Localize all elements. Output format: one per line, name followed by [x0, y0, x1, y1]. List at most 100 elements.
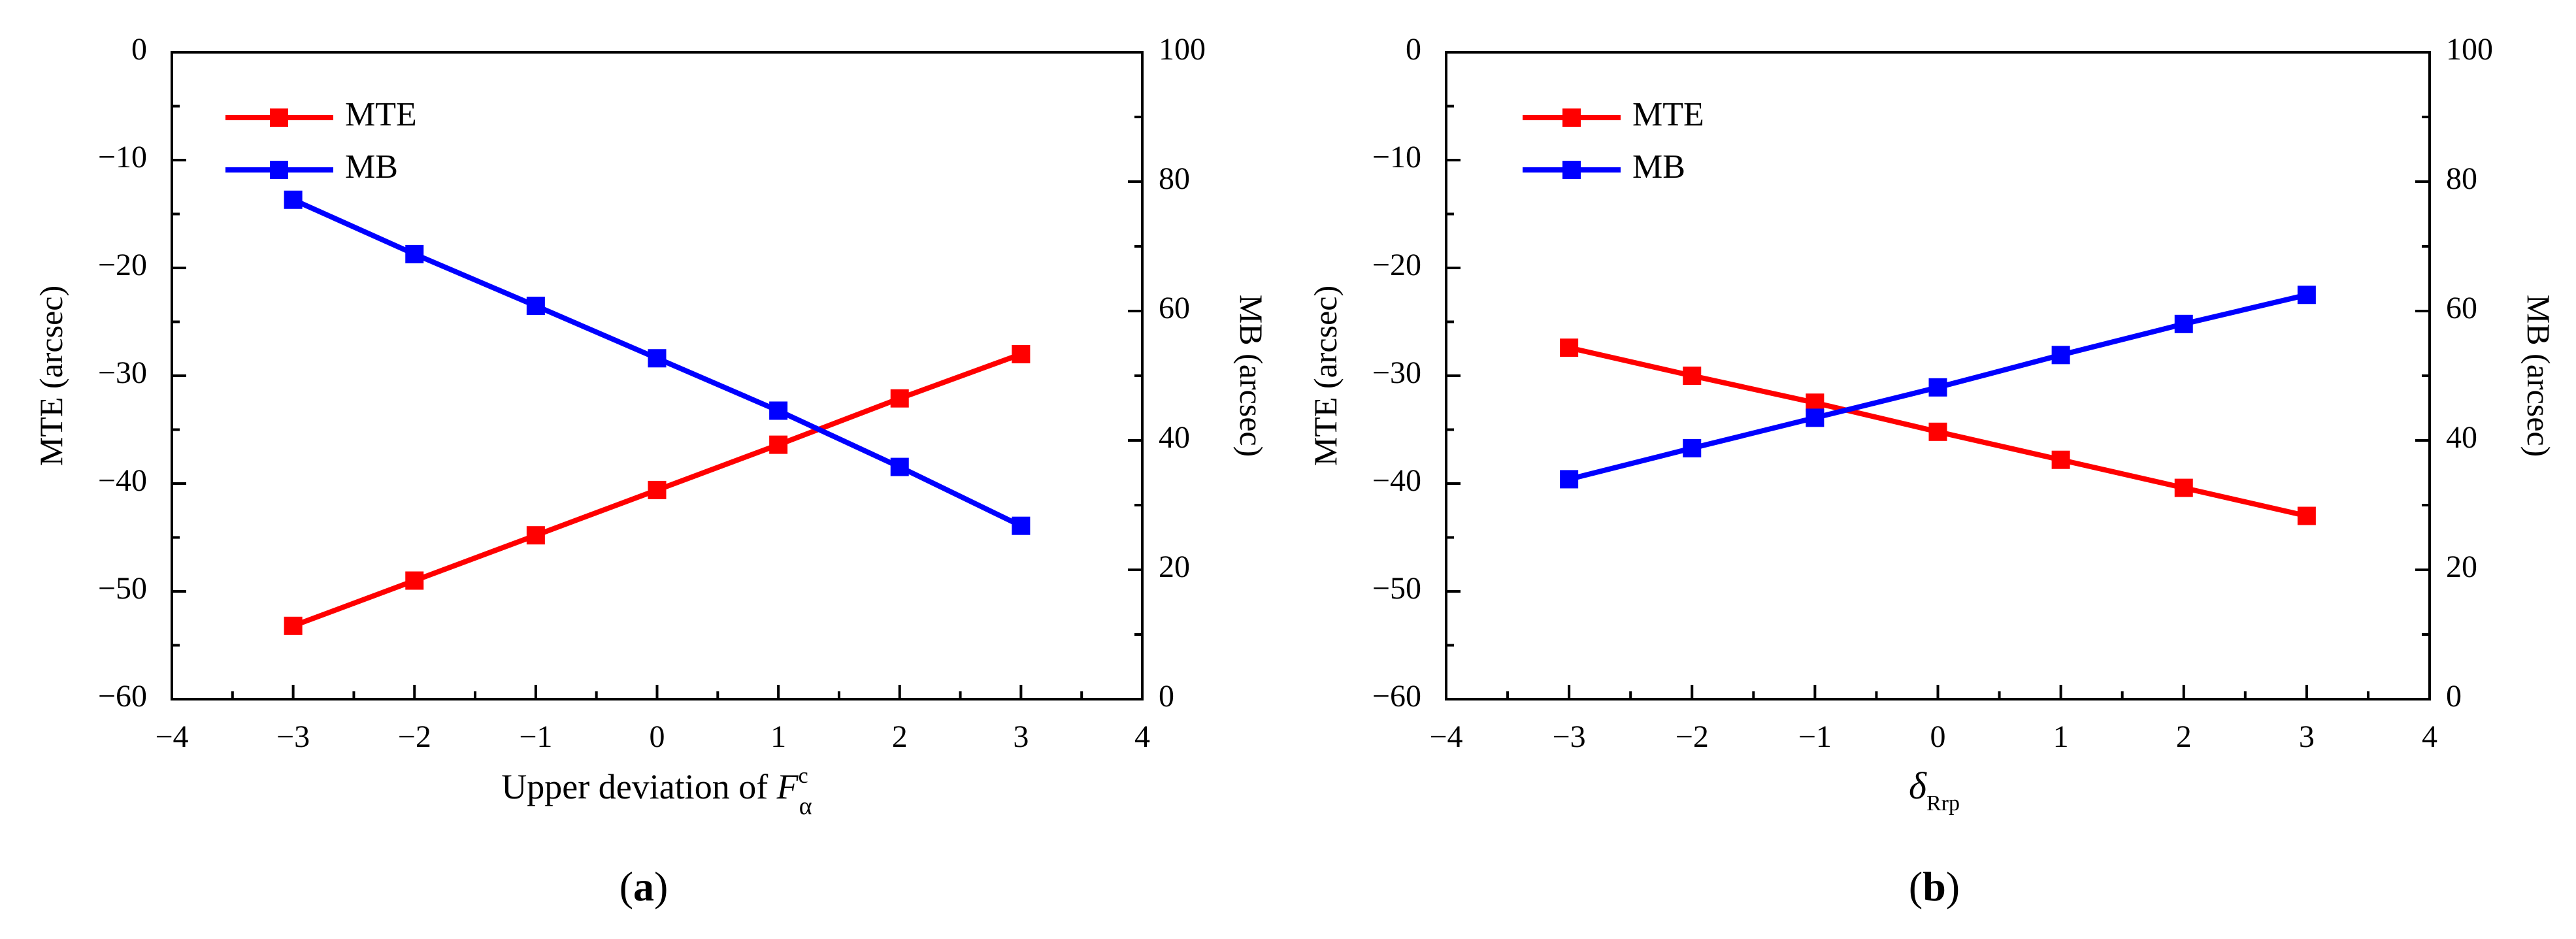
ytick-right-label: 80	[2446, 161, 2477, 196]
panel-label-a: (a)	[619, 863, 669, 910]
data-point-mb	[1012, 516, 1031, 535]
legend-mb-marker-b	[1562, 161, 1581, 179]
legend-mte-marker-a	[270, 108, 288, 127]
ytick-right-label: 0	[1159, 679, 1174, 714]
ytick-left-label: 0	[1406, 32, 1421, 67]
xtick-label: −4	[1429, 719, 1462, 754]
xtick-label: −2	[398, 719, 431, 754]
data-point-mb	[526, 297, 545, 316]
xtick-label: 1	[2053, 719, 2069, 754]
data-point-mb	[890, 457, 909, 476]
legend-b: MTE MB	[1523, 96, 1704, 186]
data-point-mte	[2297, 506, 2316, 525]
xtick-label: −2	[1676, 719, 1709, 754]
data-point-mte	[1012, 345, 1031, 363]
ytick-right-label: 60	[2446, 291, 2477, 325]
ytick-left-label: −40	[98, 463, 147, 498]
data-point-mb	[1806, 408, 1825, 427]
tick-labels-a: −60 −50 −40 −30 −20 −10 0 0 20 40 60 80 …	[98, 32, 1206, 754]
ytick-left-label: −50	[98, 571, 147, 606]
xtick-label: 1	[770, 719, 786, 754]
xtick-label: 0	[650, 719, 665, 754]
panel-letter-b: b	[1923, 863, 1946, 910]
data-point-mte	[2174, 478, 2193, 497]
x-axis-title-sub-b: Rrp	[1926, 791, 1960, 815]
ytick-left-label: −50	[1372, 571, 1421, 606]
data-point-mb	[284, 190, 303, 209]
xtick-label: −3	[1553, 719, 1586, 754]
data-point-mb	[769, 401, 788, 420]
ytick-left-label: −60	[98, 679, 147, 714]
panel-letter-a: a	[633, 863, 654, 910]
data-point-mte	[284, 616, 303, 635]
legend-mte-label-a: MTE	[345, 96, 417, 133]
x-axis-title-symbol-a: F	[776, 767, 799, 806]
legend-mb-marker-a	[270, 161, 288, 179]
ytick-left-label: 0	[131, 32, 147, 67]
ytick-left-label: −10	[1372, 140, 1421, 174]
y-axis-right-title-b: MB (arcsec)	[2520, 295, 2557, 457]
data-point-mb	[2297, 286, 2316, 305]
ytick-right-label: 60	[1159, 291, 1190, 325]
panel-label-b: (b)	[1909, 863, 1960, 910]
data-point-mte	[405, 571, 424, 590]
ytick-left-label: −10	[98, 140, 147, 174]
ytick-right-label: 20	[2446, 550, 2477, 584]
ytick-right-label: 0	[2446, 679, 2462, 714]
data-point-mte	[1928, 422, 1947, 441]
legend-a: MTE MB	[225, 96, 417, 186]
xtick-label: 0	[1930, 719, 1946, 754]
xtick-label: −4	[155, 719, 188, 754]
xtick-label: 4	[2422, 719, 2437, 754]
ytick-left-label: −20	[1372, 248, 1421, 282]
data-point-mte	[2051, 450, 2070, 469]
data-point-mb	[405, 244, 424, 263]
plot-marks-b	[1560, 286, 2316, 525]
data-point-mb	[2174, 314, 2193, 333]
ytick-left-label: −60	[1372, 679, 1421, 714]
legend-mb-label-b: MB	[1632, 148, 1685, 186]
xtick-label: 3	[1013, 719, 1029, 754]
legend-mb-label-a: MB	[345, 148, 398, 186]
ytick-right-label: 80	[1159, 161, 1190, 196]
ytick-left-label: −30	[98, 355, 147, 390]
tick-labels-b: −60 −50 −40 −30 −20 −10 0 0 20 40 60 80 …	[1372, 32, 2493, 754]
chart-panel-a: −60 −50 −40 −30 −20 −10 0 0 20 40 60 80 …	[33, 32, 1270, 910]
ytick-right-label: 40	[2446, 420, 2477, 455]
ytick-left-label: −40	[1372, 463, 1421, 498]
x-axis-title-a: Upper deviation of Fc α	[501, 764, 812, 820]
xtick-label: 3	[2299, 719, 2315, 754]
data-point-mb	[1928, 378, 1947, 397]
legend-mte-marker-b	[1562, 108, 1581, 127]
xtick-label: 2	[2176, 719, 2192, 754]
x-axis-title-text-a: Upper deviation of	[501, 767, 776, 806]
x-axis-title-symbol-b: δ	[1909, 765, 1927, 807]
x-axis-title-b: δRrp	[1909, 765, 1960, 815]
xtick-label: 4	[1134, 719, 1150, 754]
data-point-mte	[1560, 338, 1579, 357]
chart-panel-b: −60 −50 −40 −30 −20 −10 0 0 20 40 60 80 …	[1307, 32, 2557, 910]
ytick-left-label: −30	[1372, 355, 1421, 390]
xtick-label: 2	[892, 719, 908, 754]
plot-marks-a	[284, 190, 1031, 635]
ytick-right-label: 100	[1159, 32, 1206, 67]
ytick-right-label: 100	[2446, 32, 2493, 67]
data-point-mte	[769, 435, 788, 454]
ytick-right-label: 20	[1159, 550, 1190, 584]
data-point-mte	[648, 480, 667, 499]
xtick-label: −3	[276, 719, 310, 754]
xtick-label: −1	[519, 719, 552, 754]
data-point-mb	[1560, 470, 1579, 489]
x-axis-title-sup-a: c	[799, 764, 808, 788]
ytick-left-label: −20	[98, 248, 147, 282]
data-point-mte	[1683, 367, 1702, 385]
y-axis-left-title-b: MTE (arcsec)	[1307, 286, 1344, 466]
ytick-right-label: 40	[1159, 420, 1190, 455]
y-axis-left-title-a: MTE (arcsec)	[33, 286, 69, 466]
data-point-mte	[526, 526, 545, 545]
x-axis-title-sub-a: α	[799, 793, 812, 820]
data-point-mb	[1683, 438, 1702, 457]
xtick-label: −1	[1798, 719, 1832, 754]
